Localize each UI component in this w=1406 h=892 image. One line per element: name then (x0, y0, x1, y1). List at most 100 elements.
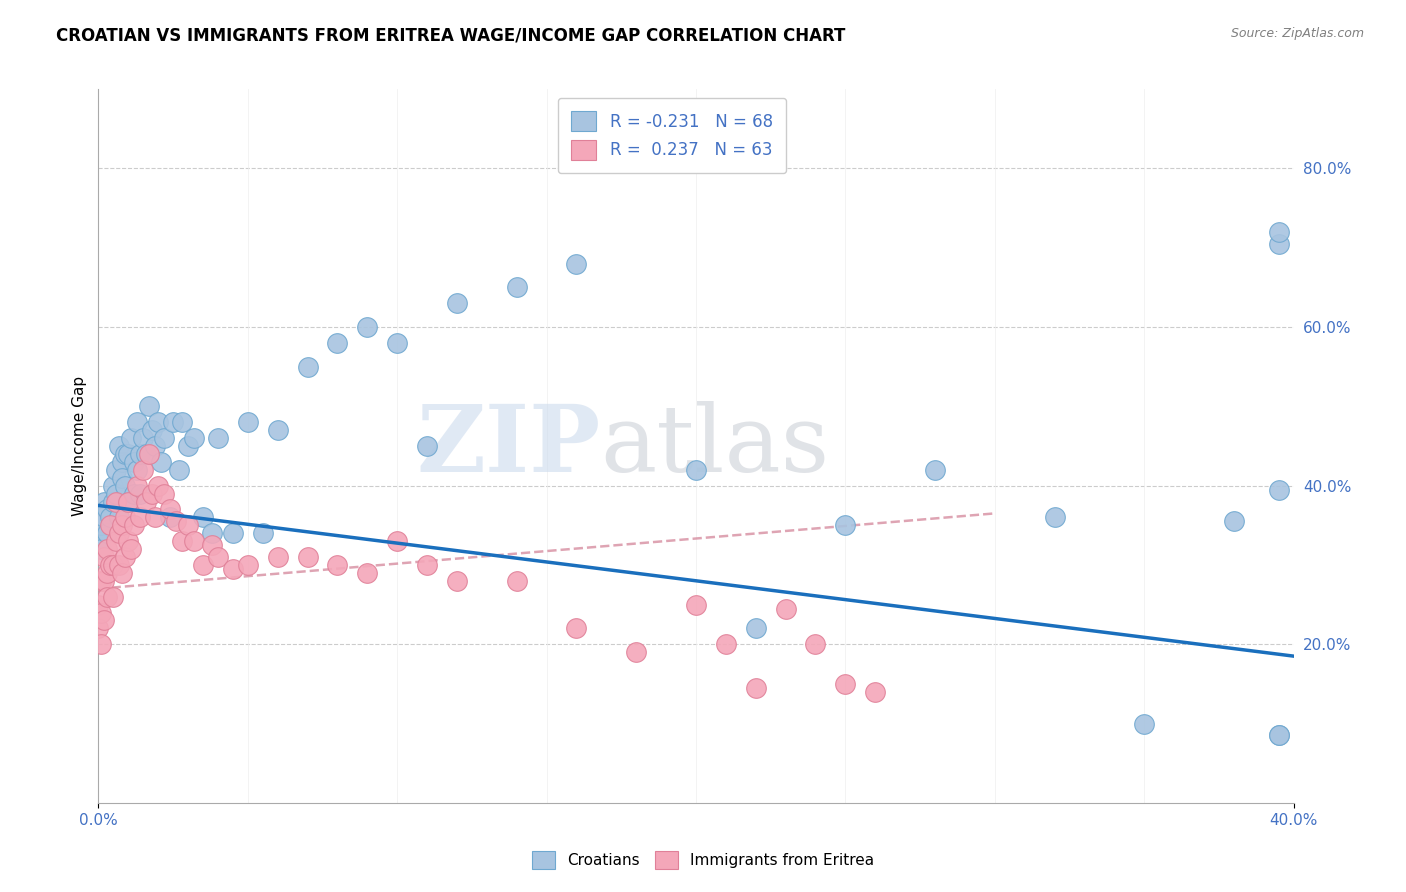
Point (153, 486, 176, 500)
Point (108, 526, 131, 541)
Point (129, 510, 152, 524)
Point (191, 510, 214, 524)
Point (103, 558, 125, 572)
Text: ZIP: ZIP (416, 401, 600, 491)
Point (1043, 510, 1066, 524)
Text: Source: ZipAtlas.com: Source: ZipAtlas.com (1230, 27, 1364, 40)
Point (745, 681, 768, 695)
Point (124, 455, 146, 469)
Point (685, 598, 707, 612)
Point (103, 590, 125, 604)
Point (159, 502, 181, 516)
Point (93, 574, 115, 588)
Point (172, 534, 194, 549)
Point (93, 614, 115, 628)
Point (416, 439, 439, 453)
Point (924, 463, 946, 477)
Point (222, 562, 245, 576)
Point (111, 566, 134, 580)
Point (834, 518, 856, 533)
Point (201, 538, 224, 552)
Point (100, 558, 122, 572)
Point (177, 439, 200, 453)
Point (506, 574, 529, 588)
Point (90, 574, 112, 588)
Point (236, 558, 259, 572)
Point (90, 518, 112, 533)
Point (129, 447, 152, 461)
Point (172, 415, 194, 429)
Point (108, 510, 131, 524)
Legend: Croatians, Immigrants from Eritrea: Croatians, Immigrants from Eritrea (526, 845, 880, 875)
Point (117, 494, 139, 508)
Point (100, 510, 122, 524)
Point (141, 423, 163, 437)
Point (326, 335, 349, 350)
Point (117, 447, 139, 461)
Point (105, 494, 128, 508)
Point (93, 494, 115, 508)
Point (87, 534, 110, 549)
Text: CROATIAN VS IMMIGRANTS FROM ERITREA WAGE/INCOME GAP CORRELATION CHART: CROATIAN VS IMMIGRANTS FROM ERITREA WAGE… (56, 27, 845, 45)
Point (87, 598, 110, 612)
Point (135, 447, 157, 461)
Point (167, 463, 190, 477)
Point (124, 486, 146, 500)
Point (120, 542, 142, 557)
Point (267, 549, 290, 564)
Point (297, 549, 319, 564)
Point (1267, 225, 1289, 239)
Point (565, 621, 588, 635)
Point (111, 455, 134, 469)
Point (446, 574, 468, 588)
Point (87, 621, 110, 635)
Point (1267, 728, 1289, 742)
Point (834, 677, 856, 691)
Point (201, 526, 224, 541)
Point (1133, 716, 1156, 731)
Point (183, 534, 205, 549)
Point (446, 296, 468, 310)
Point (120, 431, 142, 445)
Point (96, 542, 118, 557)
Point (207, 549, 229, 564)
Point (96, 526, 118, 541)
Point (1223, 514, 1246, 528)
Point (356, 320, 378, 334)
Point (775, 601, 797, 615)
Point (105, 463, 128, 477)
Point (132, 431, 155, 445)
Point (865, 685, 887, 699)
Point (132, 463, 155, 477)
Point (565, 257, 588, 271)
Point (165, 514, 187, 528)
Y-axis label: Wage/Income Gap: Wage/Income Gap (72, 376, 87, 516)
Point (159, 510, 181, 524)
Point (222, 526, 245, 541)
Point (326, 558, 349, 572)
Point (138, 447, 160, 461)
Point (236, 415, 259, 429)
Point (117, 534, 139, 549)
Point (745, 621, 768, 635)
Point (297, 359, 319, 374)
Point (114, 478, 136, 492)
Point (416, 558, 439, 572)
Point (114, 549, 136, 564)
Point (124, 518, 146, 533)
Point (143, 439, 166, 453)
Point (90, 637, 112, 651)
Point (93, 510, 115, 524)
Point (138, 400, 160, 414)
Point (103, 478, 125, 492)
Point (1267, 728, 1289, 742)
Point (162, 415, 184, 429)
Point (148, 478, 170, 492)
Point (1267, 236, 1289, 251)
Point (96, 590, 118, 604)
Point (111, 471, 134, 485)
Point (129, 486, 152, 500)
Point (127, 463, 149, 477)
Point (96, 566, 118, 580)
Text: atlas: atlas (600, 401, 830, 491)
